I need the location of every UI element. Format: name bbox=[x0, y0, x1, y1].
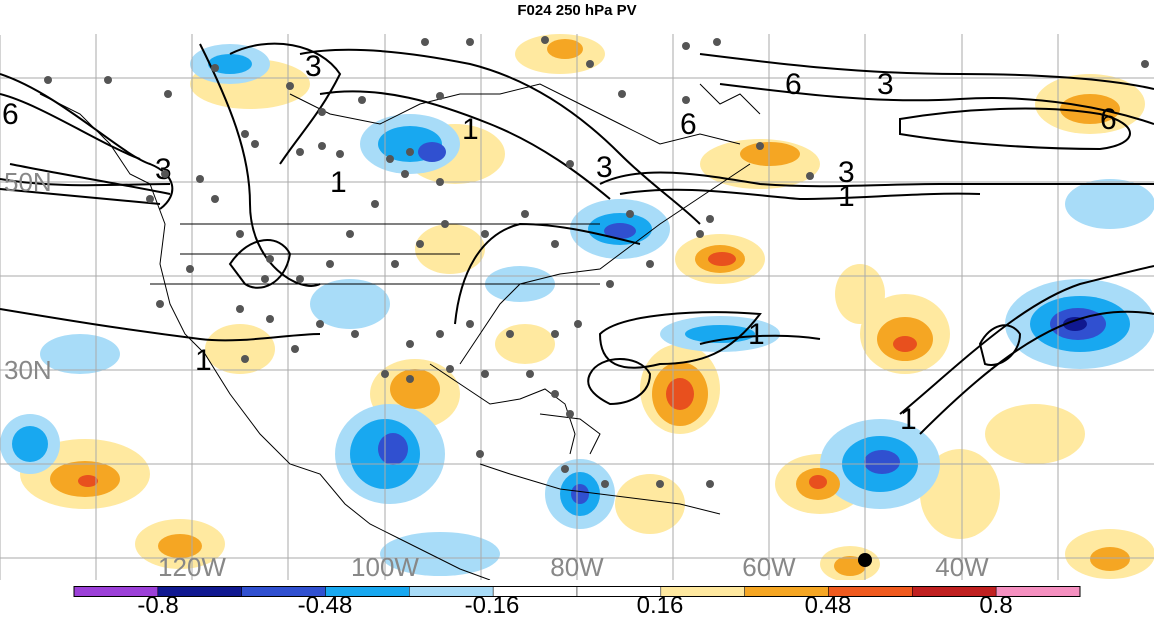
contour-label: 1 bbox=[330, 166, 347, 199]
coastlines bbox=[39, 83, 761, 580]
lat-labels: 50N 30N bbox=[4, 167, 52, 385]
map-title: F024 250 hPa PV bbox=[517, 2, 637, 19]
lon-label-120w: 120W bbox=[158, 552, 226, 580]
colorbar-tick-label: 0.16 bbox=[636, 592, 684, 619]
contour-label: 3 bbox=[305, 50, 322, 83]
pv-contours bbox=[0, 42, 1154, 435]
colorbar-tick-label: -0.48 bbox=[297, 592, 353, 619]
lon-label-40w: 40W bbox=[935, 552, 989, 580]
contour-label: 3 bbox=[596, 151, 613, 184]
lat-label-50n: 50N bbox=[4, 167, 52, 197]
contour-label: 6 bbox=[2, 98, 19, 131]
pv-map: 6 3 3 1 1 3 6 6 3 3 6 1 1 1 1 bbox=[0, 34, 1154, 580]
colorbar-tick-label: -0.8 bbox=[137, 592, 179, 619]
contour-label: 1 bbox=[462, 113, 479, 146]
colorbar bbox=[73, 586, 1081, 597]
contour-labels: 6 3 3 1 1 3 6 6 3 3 6 1 1 1 1 bbox=[2, 50, 1117, 436]
contour-label: 1 bbox=[748, 318, 765, 351]
contour-label: 6 bbox=[785, 68, 802, 101]
lat-label-30n: 30N bbox=[4, 355, 52, 385]
lon-labels: 120W 100W 80W 60W 40W bbox=[158, 552, 989, 580]
lon-label-80w: 80W bbox=[550, 552, 604, 580]
station-markers bbox=[44, 36, 1149, 488]
colorbar-tick-label: 0.48 bbox=[804, 592, 852, 619]
contour-label: 3 bbox=[838, 156, 855, 189]
highlight-marker bbox=[858, 553, 872, 567]
contour-label: 3 bbox=[155, 153, 172, 186]
contour-label: 1 bbox=[195, 344, 212, 377]
lat-lon-grid bbox=[0, 34, 1154, 580]
contour-label: 3 bbox=[877, 68, 894, 101]
lon-label-60w: 60W bbox=[742, 552, 796, 580]
colorbar-tick-label: 0.8 bbox=[979, 592, 1013, 619]
lon-label-100w: 100W bbox=[351, 552, 419, 580]
contour-label: 6 bbox=[680, 108, 697, 141]
contour-label: 1 bbox=[900, 403, 917, 436]
colorbar-tick-label: -0.16 bbox=[464, 592, 520, 619]
contour-label: 6 bbox=[1100, 103, 1117, 136]
contour-label: 1 bbox=[838, 180, 855, 213]
